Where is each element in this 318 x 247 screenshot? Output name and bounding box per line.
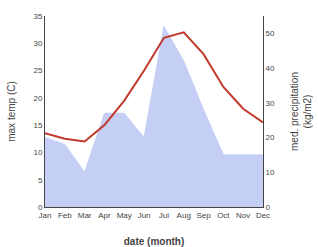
svg-text:10: 10 bbox=[33, 148, 42, 157]
svg-text:med. precipitation(kg/m2): med. precipitation(kg/m2) bbox=[289, 72, 313, 151]
svg-text:30: 30 bbox=[266, 99, 275, 108]
svg-text:30: 30 bbox=[33, 39, 42, 48]
svg-text:20: 20 bbox=[266, 133, 275, 142]
svg-text:0: 0 bbox=[38, 203, 43, 212]
svg-text:5: 5 bbox=[38, 176, 43, 185]
svg-text:Feb: Feb bbox=[58, 211, 72, 220]
svg-text:Apr: Apr bbox=[98, 211, 111, 220]
svg-text:50: 50 bbox=[266, 29, 275, 38]
svg-text:Nov: Nov bbox=[236, 211, 250, 220]
svg-text:35: 35 bbox=[33, 12, 42, 21]
svg-text:Sep: Sep bbox=[196, 211, 211, 220]
svg-text:15: 15 bbox=[33, 121, 42, 130]
svg-text:Mar: Mar bbox=[78, 211, 92, 220]
svg-text:May: May bbox=[117, 211, 132, 220]
svg-text:10: 10 bbox=[266, 168, 275, 177]
svg-text:Dec: Dec bbox=[256, 211, 270, 220]
svg-text:Jan: Jan bbox=[39, 211, 52, 220]
svg-text:25: 25 bbox=[33, 66, 42, 75]
svg-text:20: 20 bbox=[33, 94, 42, 103]
svg-text:40: 40 bbox=[266, 64, 275, 73]
svg-text:Jul: Jul bbox=[159, 211, 169, 220]
svg-text:Oct: Oct bbox=[217, 211, 230, 220]
svg-text:0: 0 bbox=[266, 203, 271, 212]
svg-text:date (month): date (month) bbox=[124, 236, 185, 247]
svg-text:Aug: Aug bbox=[177, 211, 191, 220]
svg-text:max temp (C): max temp (C) bbox=[6, 81, 17, 142]
svg-text:Jun: Jun bbox=[138, 211, 151, 220]
